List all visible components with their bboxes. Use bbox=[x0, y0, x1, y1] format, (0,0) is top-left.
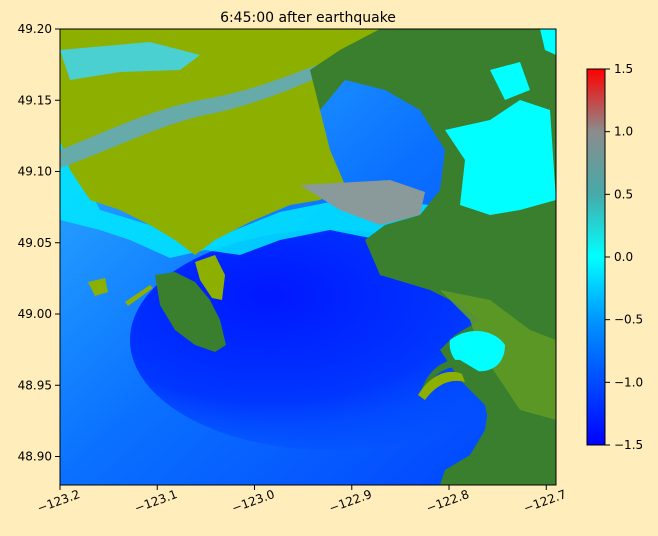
y-tick-label: 48.95 bbox=[18, 378, 52, 392]
peninsula-southeast-shore bbox=[418, 371, 465, 400]
peninsula-lowland-edge bbox=[195, 255, 225, 300]
upland-flood-patch-north bbox=[490, 62, 530, 100]
colorbar-tick-label: 0.0 bbox=[614, 250, 633, 264]
y-tick-label: 49.20 bbox=[18, 22, 52, 36]
colorbar-tick-label: 1.5 bbox=[614, 62, 633, 76]
y-tick-label: 49.00 bbox=[18, 307, 52, 321]
colorbar-tick-label: 1.0 bbox=[614, 125, 633, 139]
upland-flood-patch-east bbox=[445, 100, 556, 215]
island-west bbox=[88, 278, 108, 296]
x-tick-label: −122.9 bbox=[327, 487, 374, 515]
colorbar-tick-label: −1.5 bbox=[614, 438, 643, 452]
chart-title: 6:45:00 after earthquake bbox=[220, 10, 396, 26]
bay-flood-patch bbox=[449, 330, 505, 372]
land-peninsula-southeast bbox=[420, 359, 556, 485]
x-axis: −123.2 −123.1 −123.0 −122.9 −122.8 −122.7 bbox=[35, 485, 568, 515]
x-tick-label: −123.1 bbox=[133, 487, 180, 515]
x-tick-label: −122.7 bbox=[522, 487, 569, 515]
colorbar-tick-label: −1.0 bbox=[614, 375, 643, 389]
x-tick-label: −122.8 bbox=[424, 487, 471, 515]
land-peninsula-west bbox=[155, 272, 226, 352]
river-channel bbox=[60, 60, 335, 168]
plot-frame bbox=[59, 28, 557, 486]
grey-flooded-area bbox=[300, 180, 425, 225]
upland-flood-patch-corner bbox=[540, 29, 556, 55]
colorbar: −1.5 −1.0 −0.5 0.0 0.5 1.0 1.5 bbox=[586, 62, 643, 452]
lowland-inundation-patch bbox=[60, 42, 200, 80]
y-tick-label: 49.10 bbox=[18, 165, 52, 179]
y-tick-label: 49.05 bbox=[18, 236, 52, 250]
jetty-west bbox=[125, 285, 153, 306]
colorbar-tick-label: −0.5 bbox=[614, 313, 643, 327]
x-tick-label: −123.2 bbox=[35, 487, 82, 515]
land-lowland-north bbox=[60, 29, 380, 255]
colorbar-ticks: −1.5 −1.0 −0.5 0.0 0.5 1.0 1.5 bbox=[605, 62, 643, 452]
colorbar-tick-label: 0.5 bbox=[614, 187, 633, 201]
y-axis: 48.90 48.95 49.00 49.05 49.10 49.15 49.20 bbox=[18, 22, 60, 464]
map-plot bbox=[60, 29, 556, 485]
colorbar-scale bbox=[586, 68, 606, 446]
y-tick-label: 48.90 bbox=[18, 450, 52, 464]
y-tick-label: 49.15 bbox=[18, 93, 52, 107]
x-tick-label: −123.0 bbox=[230, 487, 277, 515]
